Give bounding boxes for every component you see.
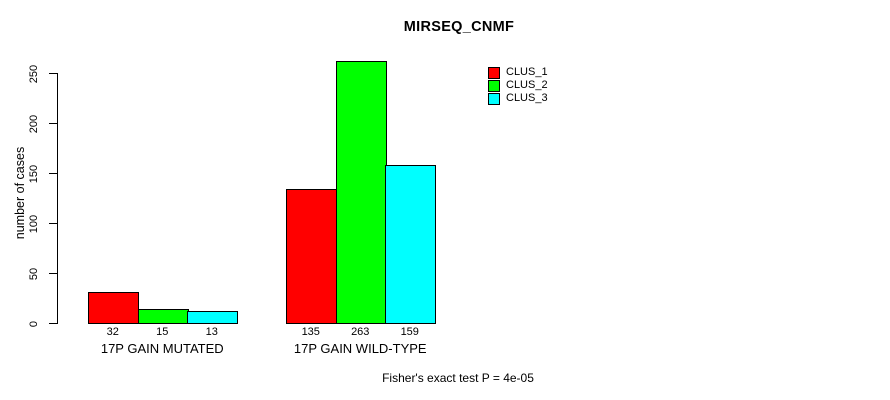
y-tick-label: 150 (28, 164, 40, 184)
bar-clus-2-group1 (137, 309, 189, 324)
bar-clus-1-group1 (88, 292, 139, 324)
legend-label-clus-2: CLUS_2 (506, 79, 548, 91)
y-tick-mark (49, 173, 57, 174)
y-tick-mark (49, 323, 57, 324)
bar-clus-1-group2 (286, 189, 337, 324)
y-tick-label: 100 (28, 214, 40, 234)
bar-value-label: 13 (205, 326, 218, 338)
y-tick-mark (49, 223, 57, 224)
bar-value-label: 135 (301, 326, 320, 338)
legend-swatch-clus-3 (488, 93, 500, 105)
y-tick-mark (49, 73, 57, 74)
bar-value-label: 32 (106, 326, 119, 338)
y-tick-mark (49, 123, 57, 124)
bar-value-label: 263 (351, 326, 370, 338)
bar-clus-3-group1 (187, 311, 238, 324)
fisher-test-annotation: Fisher's exact test P = 4e-05 (382, 371, 534, 385)
legend-label-clus-1: CLUS_1 (506, 66, 548, 78)
bar-clus-3-group2 (385, 165, 436, 324)
bar-value-label: 15 (156, 326, 169, 338)
bar-value-label: 159 (400, 326, 419, 338)
y-tick-mark (49, 273, 57, 274)
y-tick-label: 0 (28, 320, 40, 328)
x-category-label: 17P GAIN MUTATED (100, 341, 224, 356)
legend-swatch-clus-1 (488, 67, 500, 79)
x-category-label: 17P GAIN WILD-TYPE (293, 341, 427, 356)
bar-clus-2-group2 (335, 61, 387, 324)
y-tick-label: 50 (28, 267, 40, 281)
legend-label-clus-3: CLUS_3 (506, 92, 548, 104)
legend-swatch-clus-2 (488, 80, 500, 92)
y-tick-label: 250 (28, 64, 40, 84)
y-axis-line (57, 73, 58, 324)
chart-title: MIRSEQ_CNMF (403, 19, 515, 35)
y-tick-label: 200 (28, 114, 40, 134)
